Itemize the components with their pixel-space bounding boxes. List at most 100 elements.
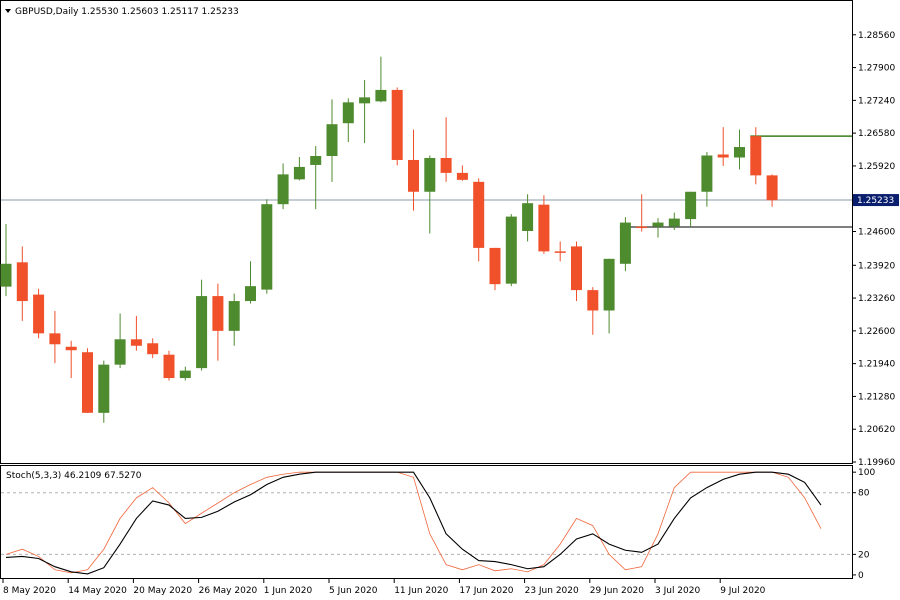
candle[interactable] [49,310,61,364]
candle[interactable] [179,366,191,381]
candle[interactable] [65,340,77,379]
stochastic-axis: 100 80 20 0 [852,468,875,581]
candle[interactable] [147,338,159,359]
time-tick-label: 8 May 2020 [3,586,56,596]
candle[interactable] [505,214,517,287]
time-tick-label: 9 Jul 2020 [720,586,765,596]
candle-body [440,157,452,173]
time-tick-label: 20 May 2020 [133,586,192,596]
candle[interactable] [408,129,419,211]
candle[interactable] [0,224,12,297]
candle[interactable] [82,348,93,413]
candle-body [456,172,468,180]
candle-body [98,364,110,413]
candle-body [114,339,126,365]
candle[interactable] [228,293,240,346]
collapse-triangle-icon[interactable] [5,9,11,13]
candle-body [375,89,387,102]
candle-body [359,97,371,104]
candle-body [505,216,517,284]
candle[interactable] [310,146,322,210]
candle[interactable] [619,217,631,272]
candle-body [571,246,582,291]
price-tick-label: 1.20620 [858,425,895,435]
candle[interactable] [98,360,110,423]
candle[interactable] [750,127,762,185]
candle[interactable] [375,56,387,103]
candle[interactable] [554,241,566,262]
stochastic-header: Stoch(5,3,3) 46.2109 67.5270 [6,471,142,481]
candle[interactable] [440,117,452,182]
candle-body [33,294,45,334]
time-tick-label: 5 Jun 2020 [329,586,378,596]
candle-body [147,343,159,355]
candle[interactable] [717,127,729,166]
candle[interactable] [359,79,371,144]
candle[interactable] [245,261,256,304]
candle[interactable] [326,99,338,182]
candle-body [473,181,485,248]
candle[interactable] [636,194,648,232]
candle-body [701,155,713,192]
candle-body [734,147,745,158]
candle[interactable] [163,350,175,381]
candle[interactable] [196,279,208,371]
time-tick-label: 1 Jun 2020 [264,586,313,596]
candle[interactable] [391,87,403,166]
candle-body [326,124,338,156]
time-tick-label: 29 Jun 2020 [590,586,644,596]
candle[interactable] [261,199,273,294]
candle[interactable] [587,287,599,335]
candle-body [228,301,240,331]
price-tick-label: 1.24600 [858,228,895,238]
candle[interactable] [701,152,713,207]
candle-body [766,175,778,201]
candle-body [293,166,305,180]
stochastic-tick-label: 100 [858,468,875,478]
price-panel[interactable] [0,0,853,464]
candle-body [65,346,77,351]
candle[interactable] [424,155,436,234]
candle[interactable] [277,163,289,210]
price-tick-label: 1.21280 [858,392,895,402]
candle-body [424,157,436,192]
stochastic-signal-line [5,471,822,574]
candle-body [261,204,273,290]
candle-body [489,247,501,285]
candle[interactable] [212,283,224,361]
price-layer [0,56,852,423]
candle-body [130,339,142,346]
candle[interactable] [130,315,142,351]
candle[interactable] [538,195,550,254]
candle[interactable] [571,241,582,302]
candle[interactable] [522,194,534,242]
price-tick-label: 1.23920 [858,261,895,271]
candle-body [538,204,550,252]
candle[interactable] [16,246,28,321]
candle[interactable] [685,191,697,227]
candle-body [717,154,729,158]
candle[interactable] [114,313,126,369]
candle[interactable] [456,165,468,181]
candle[interactable] [734,129,745,170]
candle-body [342,102,354,124]
candle-body [163,354,175,379]
candle-body [391,89,403,160]
candle-body [408,159,419,192]
candle[interactable] [603,258,615,334]
candle[interactable] [652,218,664,238]
candle[interactable] [293,156,305,181]
candle[interactable] [33,288,45,339]
current-price-tag [853,194,899,207]
price-tick-label: 1.19960 [858,458,895,468]
stochastic-tick-label: 80 [858,489,870,499]
candle[interactable] [342,98,354,143]
candle[interactable] [766,174,778,207]
current-price-label: 1.25233 [857,196,894,206]
candle[interactable] [473,178,485,262]
candle-body [554,251,566,253]
candle-body [587,290,599,311]
candle[interactable] [668,212,680,231]
candle-body [310,155,322,165]
candle[interactable] [489,247,501,291]
